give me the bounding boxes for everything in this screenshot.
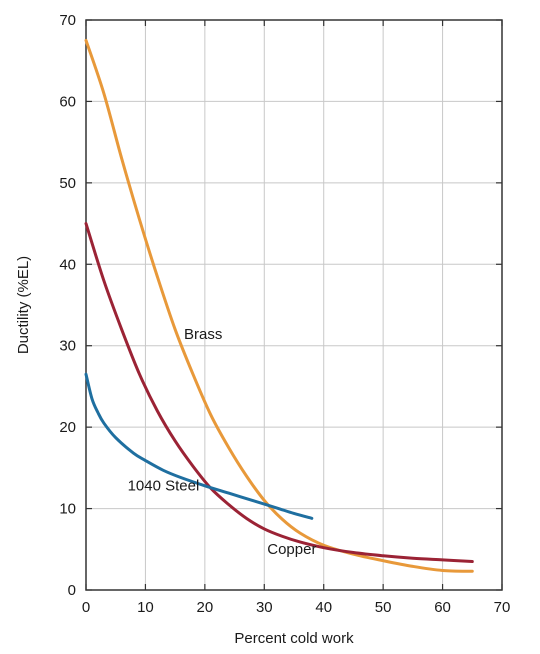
plot-frame [86,20,502,590]
y-axis-label: Ductility (%EL) [15,256,32,354]
y-tick-label-70: 70 [59,12,76,29]
y-tick-label-20: 20 [59,419,76,436]
x-tick-label-10: 10 [137,599,154,616]
y-tick-label-50: 50 [59,175,76,192]
series-line-1040-steel [86,374,312,518]
x-tick-label-40: 40 [315,599,332,616]
series-label-brass: Brass [184,326,222,343]
series-label-copper: Copper [267,541,316,558]
x-tick-label-50: 50 [375,599,392,616]
grid [86,20,502,590]
y-tick-label-10: 10 [59,501,76,518]
x-tick-label-30: 30 [256,599,273,616]
y-tick-label-60: 60 [59,93,76,110]
y-tick-label-0: 0 [68,582,76,599]
x-tick-label-60: 60 [434,599,451,616]
y-tick-label-30: 30 [59,338,76,355]
series-label-1040-steel: 1040 Steel [128,478,200,495]
series-line-copper [86,224,472,562]
x-tick-label-0: 0 [82,599,90,616]
x-axis-label: Percent cold work [234,630,354,647]
x-tick-label-20: 20 [197,599,214,616]
y-tick-label-40: 40 [59,256,76,273]
x-tick-label-70: 70 [494,599,511,616]
